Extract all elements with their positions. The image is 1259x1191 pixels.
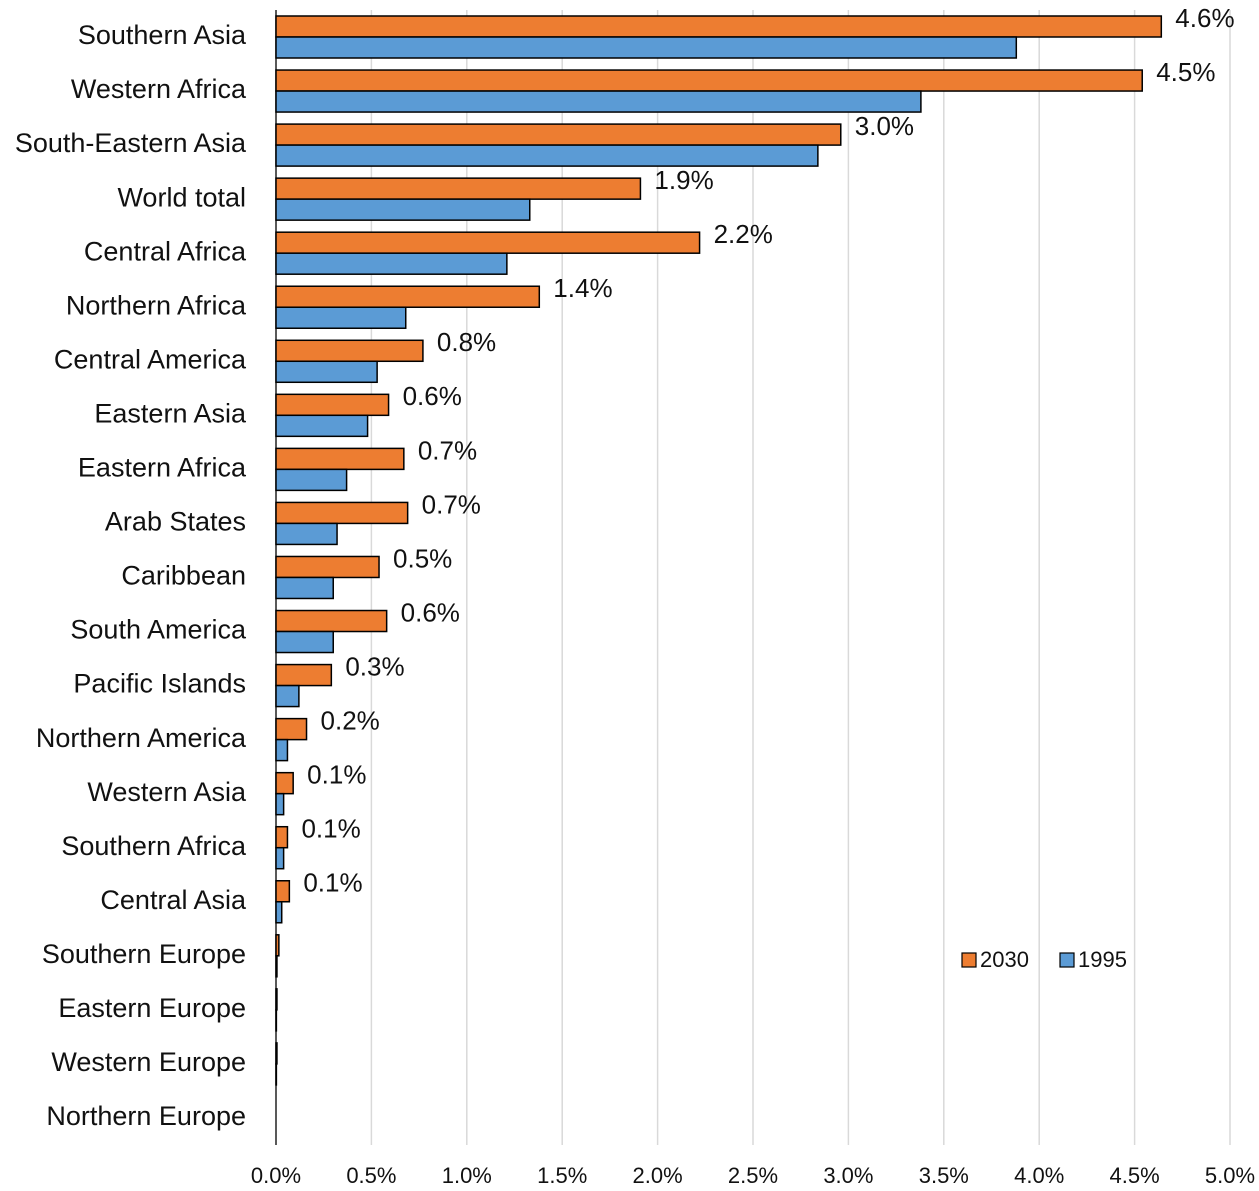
y-tick-label: Western Europe [51,1047,246,1077]
y-tick-label: South America [70,615,247,645]
data-label: 0.1% [301,814,360,844]
y-tick-label: Eastern Europe [58,993,246,1023]
data-label: 2.2% [714,219,773,249]
data-label: 0.1% [303,868,362,898]
bar [275,1042,278,1065]
bar [275,738,289,762]
bar [275,339,424,363]
bar [275,468,348,492]
y-tick-label: World total [117,182,246,212]
y-tick-label: Central Asia [100,885,247,915]
bar [275,880,291,903]
y-tick-label: Eastern Africa [78,453,247,483]
bar [275,90,922,113]
data-label: 0.6% [401,597,460,627]
x-tick-label: 5.0% [1205,1163,1255,1188]
x-tick-label: 0.5% [346,1163,396,1188]
bar [275,447,405,471]
bar [275,144,819,167]
bar [275,684,300,708]
bar [275,717,308,741]
y-tick-label: Central Africa [84,236,247,266]
data-label: 0.7% [422,489,481,519]
bar [275,69,1143,92]
legend-swatch [961,952,977,968]
x-tick-label: 1.0% [442,1163,492,1188]
x-tick-label: 4.0% [1014,1163,1064,1188]
x-tick-label: 1.5% [537,1163,587,1188]
legend-label: 2030 [980,947,1029,972]
bar [275,306,407,329]
bar [275,955,278,978]
bar [275,988,278,1011]
bar [275,630,334,654]
legend-swatch [1059,952,1075,968]
bar [275,252,508,275]
y-tick-label: Southern Asia [78,20,247,50]
legend-label: 1995 [1078,947,1127,972]
bar [275,846,285,870]
y-tick-label: Caribbean [121,561,246,591]
bar [275,231,701,254]
bar [275,663,333,687]
y-tick-label: Northern America [36,723,247,753]
x-tick-label: 3.0% [823,1163,873,1188]
y-tick-label: Western Africa [71,74,247,104]
bar [275,522,338,546]
data-label: 1.9% [654,165,713,195]
bar [275,414,369,438]
data-label: 0.1% [307,760,366,790]
data-label: 0.5% [393,543,452,573]
bar [275,609,388,633]
bar [275,360,378,384]
x-tick-label: 2.5% [728,1163,778,1188]
y-tick-label: Northern Africa [66,290,247,320]
bar [275,285,541,308]
data-label: 0.8% [437,327,496,357]
data-label: 0.2% [321,705,380,735]
bar [275,792,285,816]
bar [275,15,1163,38]
y-tick-label: Northern Europe [46,1101,246,1131]
data-label: 4.6% [1175,3,1234,33]
bar [275,901,283,924]
y-tick-label: Pacific Islands [73,669,246,699]
x-tick-label: 2.0% [633,1163,683,1188]
y-tick-label: Central America [54,344,247,374]
x-tick-label: 0.0% [251,1163,301,1188]
data-label: 0.3% [345,651,404,681]
bar [275,501,409,525]
data-label: 4.5% [1156,57,1215,87]
data-label: 0.7% [418,435,477,465]
bar [275,825,289,849]
y-tick-label: Eastern Asia [94,398,247,428]
bar [275,555,380,579]
bar [275,576,334,600]
data-label: 0.6% [403,381,462,411]
data-label: 1.4% [553,273,612,303]
y-tick-label: Southern Europe [42,939,246,969]
y-tick-label: Southern Africa [61,831,247,861]
x-tick-label: 4.5% [1110,1163,1160,1188]
bar [275,36,1018,59]
data-label: 3.0% [855,111,914,141]
bar [275,123,842,146]
bar [275,177,642,200]
bar [275,393,390,417]
bar [275,198,531,221]
x-tick-label: 3.5% [919,1163,969,1188]
y-tick-label: Western Asia [87,777,247,807]
bar [275,771,294,795]
y-tick-label: South-Eastern Asia [15,128,247,158]
y-tick-label: Arab States [105,507,246,537]
bar [275,934,280,957]
